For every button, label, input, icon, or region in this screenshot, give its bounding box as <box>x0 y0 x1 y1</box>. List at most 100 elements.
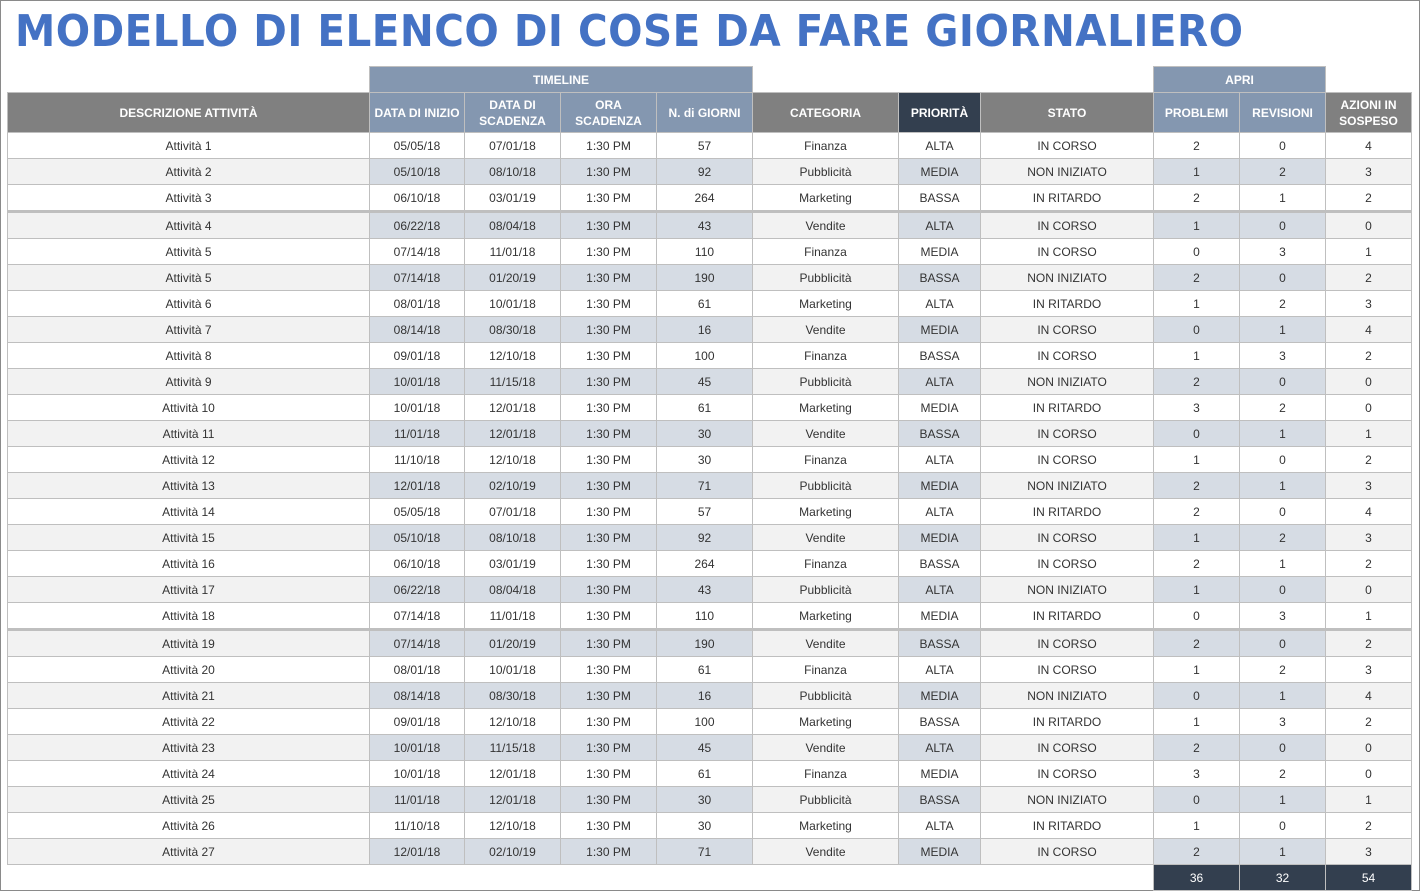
cell-prio[interactable]: ALTA <box>898 734 981 761</box>
cell-prio[interactable]: ALTA <box>898 368 981 395</box>
cell-due[interactable]: 02/10/19 <box>464 472 561 499</box>
cell-start[interactable]: 10/01/18 <box>369 734 465 761</box>
cell-cat[interactable]: Marketing <box>752 394 899 421</box>
cell-start[interactable]: 07/14/18 <box>369 628 465 657</box>
cell-prio[interactable]: MEDIA <box>898 524 981 551</box>
cell-time[interactable]: 1:30 PM <box>560 734 657 761</box>
cell-desc[interactable]: Attività 23 <box>7 734 370 761</box>
cell-desc[interactable]: Attività 18 <box>7 602 370 630</box>
cell-prio[interactable]: ALTA <box>898 498 981 525</box>
cell-due[interactable]: 08/30/18 <box>464 316 561 343</box>
cell-prio[interactable]: MEDIA <box>898 238 981 265</box>
cell-prob[interactable]: 1 <box>1153 446 1240 473</box>
cell-stato[interactable]: IN CORSO <box>980 760 1154 787</box>
cell-prob[interactable]: 0 <box>1153 316 1240 343</box>
cell-days[interactable]: 92 <box>656 524 753 551</box>
cell-start[interactable]: 06/22/18 <box>369 576 465 603</box>
cell-prob[interactable]: 2 <box>1153 184 1240 212</box>
cell-days[interactable]: 43 <box>656 576 753 603</box>
cell-az[interactable]: 2 <box>1325 812 1412 839</box>
cell-start[interactable]: 06/10/18 <box>369 550 465 577</box>
cell-start[interactable]: 09/01/18 <box>369 342 465 369</box>
cell-due[interactable]: 12/01/18 <box>464 420 561 447</box>
cell-az[interactable]: 2 <box>1325 446 1412 473</box>
cell-time[interactable]: 1:30 PM <box>560 132 657 159</box>
cell-prob[interactable]: 2 <box>1153 264 1240 291</box>
cell-days[interactable]: 16 <box>656 682 753 709</box>
table-row[interactable]: Attività 27 12/01/18 02/10/19 1:30 PM 71 Vend… <box>7 838 1412 865</box>
cell-prob[interactable]: 1 <box>1153 210 1240 239</box>
cell-stato[interactable]: NON INIZIATO <box>980 264 1154 291</box>
cell-prob[interactable]: 2 <box>1153 550 1240 577</box>
cell-prob[interactable]: 2 <box>1153 132 1240 159</box>
table-row[interactable]: Attività 23 10/01/18 11/15/18 1:30 PM 45 Vend… <box>7 734 1412 761</box>
cell-stato[interactable]: IN CORSO <box>980 210 1154 239</box>
col-giorni[interactable]: N. di GIORNI <box>656 92 753 133</box>
cell-time[interactable]: 1:30 PM <box>560 524 657 551</box>
cell-desc[interactable]: Attività 10 <box>7 394 370 421</box>
cell-az[interactable]: 3 <box>1325 656 1412 683</box>
cell-desc[interactable]: Attività 9 <box>7 368 370 395</box>
cell-prob[interactable]: 1 <box>1153 576 1240 603</box>
cell-time[interactable]: 1:30 PM <box>560 760 657 787</box>
cell-desc[interactable]: Attività 1 <box>7 132 370 159</box>
cell-prob[interactable]: 2 <box>1153 498 1240 525</box>
table-row[interactable]: Attività 20 08/01/18 10/01/18 1:30 PM 61 Fina… <box>7 656 1412 683</box>
cell-cat[interactable]: Vendite <box>752 420 899 447</box>
table-row[interactable]: Attività 3 06/10/18 03/01/19 1:30 PM 264 Mark… <box>7 184 1412 212</box>
cell-due[interactable]: 10/01/18 <box>464 656 561 683</box>
cell-start[interactable]: 05/10/18 <box>369 524 465 551</box>
cell-desc[interactable]: Attività 5 <box>7 238 370 265</box>
cell-time[interactable]: 1:30 PM <box>560 238 657 265</box>
cell-az[interactable]: 3 <box>1325 838 1412 865</box>
cell-prob[interactable]: 1 <box>1153 158 1240 185</box>
cell-prob[interactable]: 1 <box>1153 524 1240 551</box>
cell-start[interactable]: 11/10/18 <box>369 812 465 839</box>
cell-stato[interactable]: IN CORSO <box>980 132 1154 159</box>
cell-prio[interactable]: BASSA <box>898 786 981 813</box>
cell-prio[interactable]: MEDIA <box>898 838 981 865</box>
cell-rev[interactable]: 0 <box>1239 498 1326 525</box>
cell-days[interactable]: 71 <box>656 472 753 499</box>
cell-stato[interactable]: IN RITARDO <box>980 290 1154 317</box>
cell-start[interactable]: 08/14/18 <box>369 316 465 343</box>
table-row[interactable]: Attività 11 11/01/18 12/01/18 1:30 PM 30 Vend… <box>7 420 1412 447</box>
cell-due[interactable]: 12/01/18 <box>464 786 561 813</box>
cell-start[interactable]: 08/01/18 <box>369 656 465 683</box>
col-priorita[interactable]: PRIORITÀ <box>898 92 981 133</box>
cell-desc[interactable]: Attività 13 <box>7 472 370 499</box>
cell-prob[interactable]: 3 <box>1153 394 1240 421</box>
cell-stato[interactable]: NON INIZIATO <box>980 786 1154 813</box>
cell-desc[interactable]: Attività 14 <box>7 498 370 525</box>
cell-stato[interactable]: IN RITARDO <box>980 184 1154 212</box>
cell-desc[interactable]: Attività 20 <box>7 656 370 683</box>
cell-prio[interactable]: MEDIA <box>898 158 981 185</box>
cell-rev[interactable]: 1 <box>1239 184 1326 212</box>
cell-rev[interactable]: 0 <box>1239 446 1326 473</box>
cell-due[interactable]: 08/04/18 <box>464 576 561 603</box>
cell-start[interactable]: 07/14/18 <box>369 264 465 291</box>
cell-start[interactable]: 09/01/18 <box>369 708 465 735</box>
cell-prio[interactable]: BASSA <box>898 420 981 447</box>
cell-prio[interactable]: MEDIA <box>898 316 981 343</box>
cell-due[interactable]: 12/10/18 <box>464 342 561 369</box>
cell-days[interactable]: 110 <box>656 602 753 630</box>
cell-stato[interactable]: IN CORSO <box>980 524 1154 551</box>
col-categoria[interactable]: CATEGORIA <box>752 92 899 133</box>
cell-start[interactable]: 06/10/18 <box>369 184 465 212</box>
cell-stato[interactable]: NON INIZIATO <box>980 576 1154 603</box>
cell-az[interactable]: 0 <box>1325 734 1412 761</box>
cell-time[interactable]: 1:30 PM <box>560 472 657 499</box>
cell-stato[interactable]: NON INIZIATO <box>980 368 1154 395</box>
cell-start[interactable]: 05/05/18 <box>369 498 465 525</box>
cell-az[interactable]: 3 <box>1325 290 1412 317</box>
cell-az[interactable]: 1 <box>1325 238 1412 265</box>
cell-prob[interactable]: 1 <box>1153 290 1240 317</box>
cell-prio[interactable]: ALTA <box>898 812 981 839</box>
cell-desc[interactable]: Attività 24 <box>7 760 370 787</box>
cell-cat[interactable]: Marketing <box>752 498 899 525</box>
cell-stato[interactable]: IN CORSO <box>980 838 1154 865</box>
cell-cat[interactable]: Finanza <box>752 238 899 265</box>
cell-cat[interactable]: Pubblicità <box>752 158 899 185</box>
cell-stato[interactable]: IN RITARDO <box>980 602 1154 630</box>
